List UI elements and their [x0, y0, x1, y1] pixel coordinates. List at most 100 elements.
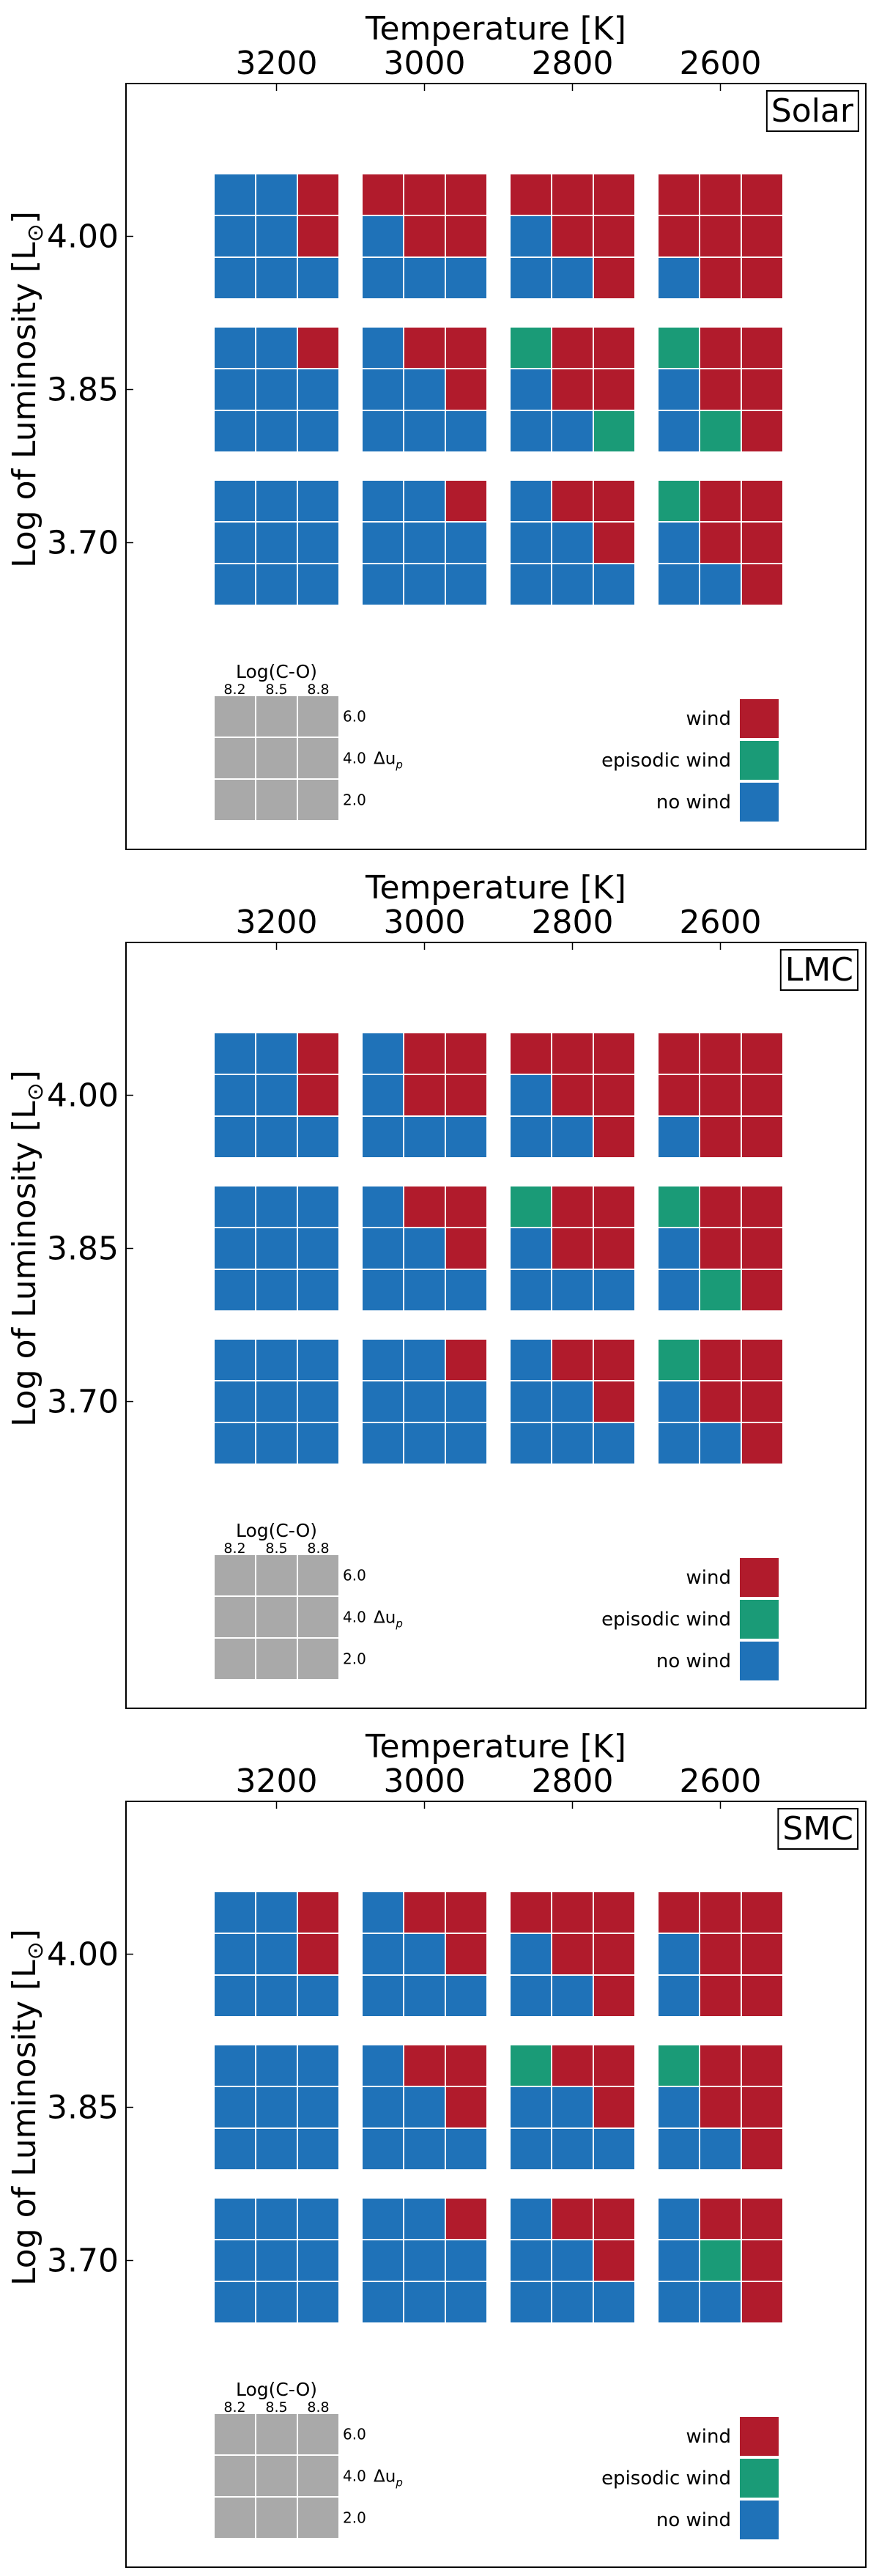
cell-no-wind [511, 1934, 551, 1974]
cell-no-wind [215, 328, 255, 368]
x-tick-label: 3000 [384, 45, 466, 82]
cell-no-wind [215, 1934, 255, 1974]
cell-no-wind [446, 411, 486, 451]
cell-wind [594, 523, 634, 563]
cell-no-wind [256, 1270, 297, 1310]
cell-no-wind [298, 2129, 338, 2169]
cell-group [659, 328, 782, 451]
cell-no-wind [215, 2240, 255, 2281]
cell-wind [446, 1892, 486, 1933]
cell-wind [742, 1423, 782, 1464]
cell-no-wind [215, 2199, 255, 2239]
y-tick-label: 3.70 [47, 1384, 119, 1421]
cell-no-wind [298, 481, 338, 521]
cell-wind [298, 328, 338, 368]
cell-no-wind [511, 1117, 551, 1157]
cell-no-wind [363, 2045, 403, 2086]
cell-wind [404, 216, 445, 257]
cell-no-wind [256, 1934, 297, 1974]
cell-no-wind [659, 2129, 699, 2169]
cell-wind [700, 1892, 741, 1933]
cell-no-wind [363, 258, 403, 298]
cell-no-wind [363, 2199, 403, 2239]
key-co-value: 8.8 [307, 682, 329, 698]
cell-wind [298, 1934, 338, 1974]
legend-label: no wind [656, 791, 731, 813]
chart-panel-solar: Temperature [K] 3200 3000 2800 2600 4.00 3.85 3… [0, 0, 879, 857]
cell-no-wind [404, 481, 445, 521]
cell-no-wind [594, 2282, 634, 2322]
cell-no-wind [256, 2199, 297, 2239]
cell-no-wind [215, 1270, 255, 1310]
panel-label: LMC [785, 951, 853, 989]
cell-group [511, 481, 634, 605]
cell-no-wind [511, 2129, 551, 2169]
cell-wind [404, 1033, 445, 1074]
cell-group [215, 174, 338, 298]
cell-wind [298, 1892, 338, 1933]
legend-label: wind [686, 1567, 731, 1589]
cell-no-wind [215, 1423, 255, 1464]
cell-wind [742, 1381, 782, 1422]
cell-no-wind [215, 258, 255, 298]
cell-no-wind [552, 258, 593, 298]
cell-wind [700, 1186, 741, 1227]
cell-no-wind [363, 216, 403, 257]
cell-no-wind [256, 1423, 297, 1464]
cell-group [215, 328, 338, 451]
cell-wind [659, 174, 699, 215]
key-cell [256, 1597, 297, 1637]
cell-group [215, 1340, 338, 1464]
cell-wind [552, 1075, 593, 1115]
key-cell [215, 1597, 255, 1637]
cell-no-wind [404, 258, 445, 298]
cell-episodic-wind [659, 2045, 699, 2086]
cell-no-wind [404, 1423, 445, 1464]
key-du-label: Δup [374, 1609, 403, 1631]
cell-no-wind [594, 564, 634, 605]
x-axis-label: Temperature [K] [365, 1728, 626, 1765]
cell-no-wind [446, 2129, 486, 2169]
legend-label: episodic wind [601, 1609, 731, 1631]
cell-wind [742, 258, 782, 298]
x-tick-label: 3000 [384, 904, 466, 941]
cell-wind [742, 2282, 782, 2322]
cell-wind [446, 2199, 486, 2239]
cell-no-wind [363, 2282, 403, 2322]
cell-wind [742, 1892, 782, 1933]
cell-no-wind [659, 523, 699, 563]
key-cell [215, 2414, 255, 2454]
cell-no-wind [256, 1381, 297, 1422]
cell-no-wind [446, 1976, 486, 2016]
cell-no-wind [404, 1228, 445, 1269]
cell-group [215, 1892, 338, 2016]
cell-group [659, 174, 782, 298]
cell-no-wind [256, 2087, 297, 2127]
cell-no-wind [511, 216, 551, 257]
cell-no-wind [511, 2199, 551, 2239]
cell-no-wind [404, 2240, 445, 2281]
cell-group [511, 1186, 634, 1310]
cell-no-wind [298, 1228, 338, 1269]
cell-wind [742, 328, 782, 368]
key-cell [256, 738, 297, 778]
cell-wind [700, 216, 741, 257]
cell-no-wind [363, 2087, 403, 2127]
key-co-value: 8.2 [223, 1540, 245, 1557]
cell-no-wind [511, 481, 551, 521]
cell-wind [742, 2240, 782, 2281]
key-cell [215, 780, 255, 820]
cell-episodic-wind [594, 411, 634, 451]
cell-no-wind [659, 564, 699, 605]
cell-no-wind [404, 1934, 445, 1974]
cell-no-wind [511, 258, 551, 298]
cell-group [511, 2199, 634, 2322]
key-co-value: 8.5 [265, 682, 287, 698]
x-tick-label: 2800 [532, 45, 614, 82]
plot-frame [125, 1801, 867, 2568]
cell-no-wind [552, 564, 593, 605]
key-cell [256, 1555, 297, 1595]
cell-no-wind [256, 328, 297, 368]
cell-wind [700, 2045, 741, 2086]
cell-no-wind [298, 564, 338, 605]
